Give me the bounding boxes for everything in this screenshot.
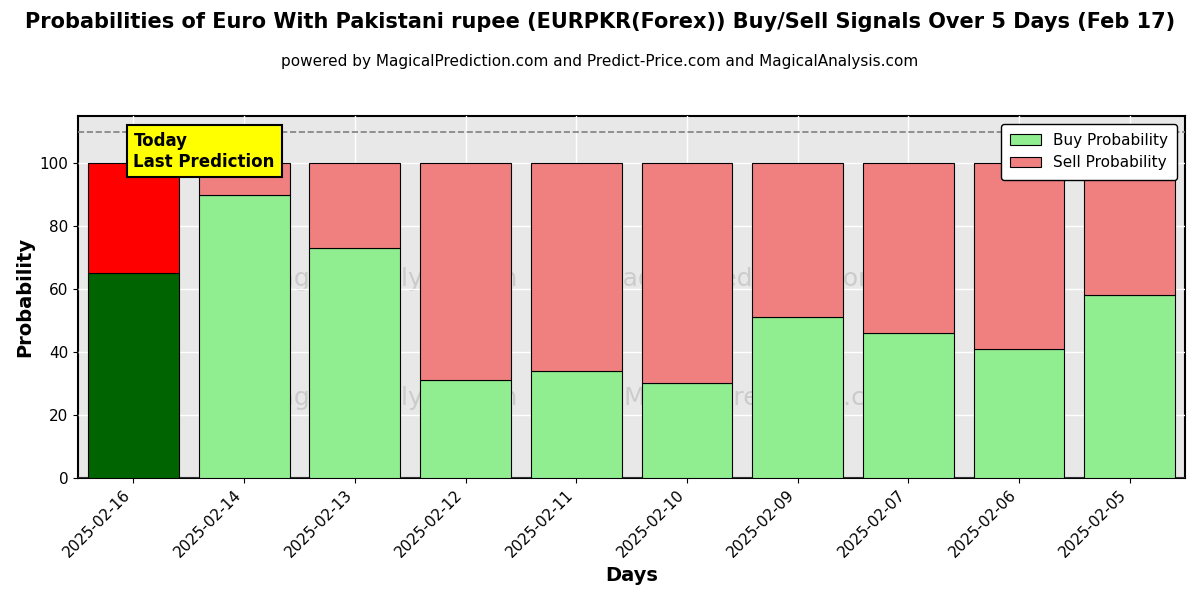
Text: MagicalPrediction.com: MagicalPrediction.com [624, 386, 905, 410]
X-axis label: Days: Days [605, 566, 658, 585]
Bar [530, 163, 622, 371]
Bar [973, 163, 1064, 349]
Bar [642, 163, 732, 383]
Bar [420, 380, 511, 478]
Bar [310, 163, 401, 248]
Bar [199, 194, 289, 478]
Bar [1085, 295, 1175, 478]
Bar [420, 163, 511, 380]
Bar [752, 163, 842, 317]
Text: MagicalAnalysis.com: MagicalAnalysis.com [258, 386, 518, 410]
Y-axis label: Probability: Probability [14, 237, 34, 357]
Text: Probabilities of Euro With Pakistani rupee (EURPKR(Forex)) Buy/Sell Signals Over: Probabilities of Euro With Pakistani rup… [25, 12, 1175, 32]
Bar [863, 163, 954, 333]
Bar [530, 371, 622, 478]
Text: MagicalAnalysis.com: MagicalAnalysis.com [258, 267, 518, 291]
Text: powered by MagicalPrediction.com and Predict-Price.com and MagicalAnalysis.com: powered by MagicalPrediction.com and Pre… [281, 54, 919, 69]
Bar [973, 349, 1064, 478]
Bar [1085, 163, 1175, 295]
Legend: Buy Probability, Sell Probability: Buy Probability, Sell Probability [1001, 124, 1177, 179]
Bar [88, 163, 179, 274]
Bar [310, 248, 401, 478]
Text: Today
Last Prediction: Today Last Prediction [133, 132, 275, 170]
Bar [863, 333, 954, 478]
Bar [199, 163, 289, 194]
Bar [642, 383, 732, 478]
Bar [88, 274, 179, 478]
Text: MagicalPrediction.com: MagicalPrediction.com [601, 267, 883, 291]
Bar [752, 317, 842, 478]
